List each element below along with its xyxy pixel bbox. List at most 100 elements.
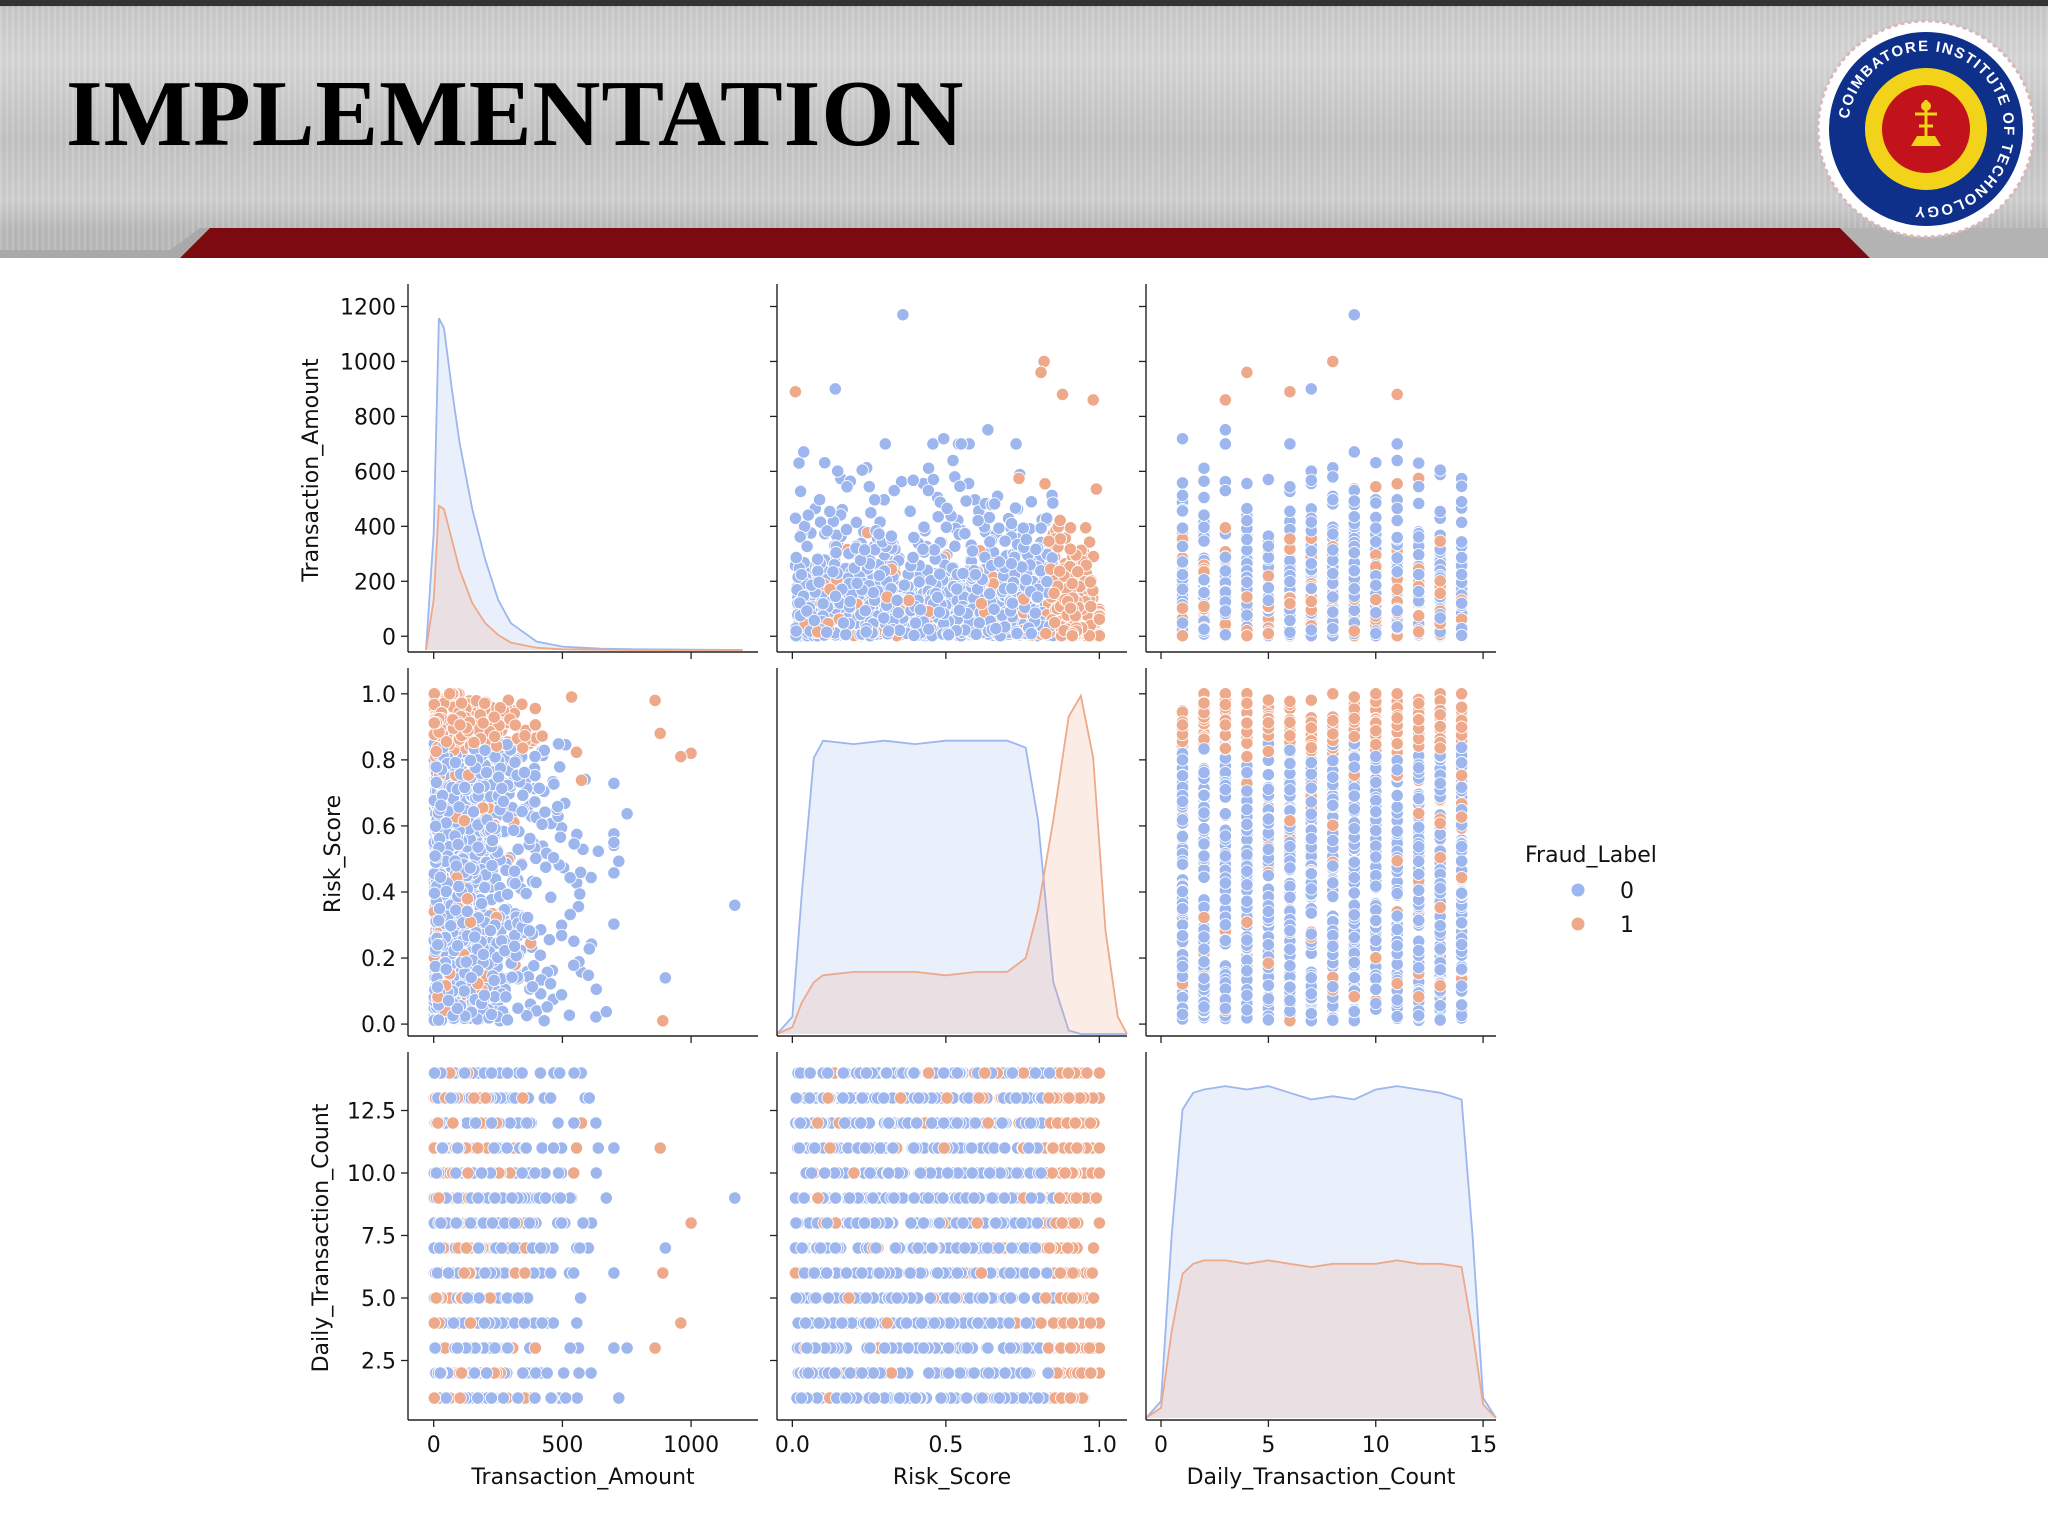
point-Risk_Score-Transaction_Amount-557 <box>584 870 598 885</box>
point-Transaction_Amount-Daily_Transaction_Count-918 <box>1347 445 1361 459</box>
point-Transaction_Amount-Risk_Score-1457 <box>800 539 814 554</box>
point-Transaction_Amount-Daily_Transaction_Count-1577 <box>1283 574 1297 589</box>
point-Transaction_Amount-Daily_Transaction_Count-1325 <box>1412 530 1426 544</box>
point-Transaction_Amount-Risk_Score-1607 <box>820 625 834 639</box>
point-Transaction_Amount-Risk_Score-1450 <box>937 432 951 446</box>
point-Risk_Score-Transaction_Amount-1464 <box>551 799 565 814</box>
point-Risk_Score-Transaction_Amount-1544 <box>507 939 522 953</box>
college-logo: COIMBATORE INSTITUTE OF TECHNOLOGY <box>1816 19 2036 239</box>
point-Transaction_Amount-Daily_Transaction_Count-302 <box>1347 308 1361 322</box>
maroon-band <box>0 228 2048 258</box>
point-Transaction_Amount-Risk_Score-620 <box>1008 501 1023 515</box>
point-Risk_Score-Transaction_Amount-1612 <box>516 788 530 802</box>
point-Risk_Score-Transaction_Amount-1409 <box>517 765 532 780</box>
point-Transaction_Amount-Risk_Score-1554 <box>972 616 986 630</box>
point-Transaction_Amount-Risk_Score-646 <box>788 511 803 525</box>
point-Transaction_Amount-Risk_Score-1452 <box>1063 542 1077 556</box>
kde-Transaction_Amount-class1-fill <box>426 505 743 650</box>
point-Risk_Score-Transaction_Amount-1548 <box>429 744 443 759</box>
point-Risk_Score-Transaction_Amount-1399 <box>532 781 546 795</box>
point-Transaction_Amount-Risk_Score-403 <box>828 382 842 396</box>
point-Transaction_Amount-Risk_Score-1451 <box>982 510 997 525</box>
point-Risk_Score-Transaction_Amount-1293 <box>564 690 579 704</box>
header-texture <box>0 0 2048 258</box>
point-Risk_Score-Transaction_Amount-497 <box>607 866 621 880</box>
point-Risk_Score-Transaction_Amount-1614 <box>535 817 549 831</box>
point-Risk_Score-Transaction_Amount-1514 <box>451 837 465 852</box>
point-Transaction_Amount-Daily_Transaction_Count-1586 <box>1283 532 1297 546</box>
point-Risk_Score-Transaction_Amount-1550 <box>433 870 448 884</box>
point-Transaction_Amount-Risk_Score-811 <box>812 493 827 507</box>
pairplot-figure: 0200400600800100012000.00.20.40.60.81.02… <box>299 284 1657 1490</box>
point-Transaction_Amount-Daily_Transaction_Count-267 <box>1369 480 1383 494</box>
point-Transaction_Amount-Risk_Score-1624 <box>1063 601 1078 615</box>
point-Risk_Score-Transaction_Amount-1602 <box>516 741 530 755</box>
point-Risk_Score-Transaction_Amount-1607 <box>430 980 445 994</box>
point-Risk_Score-Transaction_Amount-1533 <box>451 879 466 894</box>
point-Transaction_Amount-Risk_Score-410 <box>1038 477 1052 491</box>
point-Transaction_Amount-Risk_Score-1508 <box>1071 565 1085 579</box>
point-Risk_Score-Transaction_Amount-1297 <box>528 795 542 809</box>
point-Transaction_Amount-Daily_Transaction_Count-1619 <box>1390 604 1404 618</box>
point-Transaction_Amount-Daily_Transaction_Count-1187 <box>1283 480 1297 494</box>
point-Risk_Score-Transaction_Amount-1613 <box>428 849 442 863</box>
point-Transaction_Amount-Risk_Score-1413 <box>813 515 828 529</box>
point-Transaction_Amount-Daily_Transaction_Count-1610 <box>1261 626 1276 641</box>
point-Transaction_Amount-Daily_Transaction_Count-1000 <box>1218 393 1233 407</box>
point-Transaction_Amount-Risk_Score-1399 <box>1004 516 1019 531</box>
point-Transaction_Amount-Daily_Transaction_Count-1438 <box>1326 527 1340 541</box>
point-Transaction_Amount-Daily_Transaction_Count-1500 <box>1261 539 1276 553</box>
point-Transaction_Amount-Risk_Score-718 <box>1012 471 1026 486</box>
point-Risk_Score-Transaction_Amount-718 <box>574 773 589 787</box>
point-Transaction_Amount-Risk_Score-1459 <box>965 544 980 558</box>
point-Risk_Score-Transaction_Amount-885 <box>607 835 621 850</box>
point-Transaction_Amount-Daily_Transaction_Count-1593 <box>1454 550 1469 565</box>
point-Risk_Score-Transaction_Amount-1416 <box>428 959 443 974</box>
point-Risk_Score-Transaction_Amount-818 <box>620 807 634 821</box>
point-Risk_Score-Transaction_Amount-1356 <box>527 959 541 973</box>
point-Transaction_Amount-Daily_Transaction_Count-1263 <box>1390 551 1404 565</box>
point-Risk_Score-Transaction_Amount-1556 <box>454 696 469 710</box>
point-Risk_Score-Transaction_Amount-1091 <box>543 977 558 991</box>
panel-Risk_Score-vs-Risk_Score <box>776 668 1128 1043</box>
point-Transaction_Amount-Daily_Transaction_Count-1216 <box>1433 574 1447 588</box>
point-Transaction_Amount-Risk_Score-1328 <box>843 594 857 609</box>
point-Risk_Score-Transaction_Amount-1516 <box>554 928 569 943</box>
point-Risk_Score-Transaction_Amount-1425 <box>468 930 482 944</box>
point-Transaction_Amount-Risk_Score-1293 <box>1089 482 1104 496</box>
panel-Transaction_Amount-vs-Risk_Score <box>770 284 1127 659</box>
point-Risk_Score-Transaction_Amount-1019 <box>533 948 548 962</box>
point-Transaction_Amount-Risk_Score-1464 <box>987 497 1002 511</box>
point-Transaction_Amount-Daily_Transaction_Count-295 <box>1218 483 1233 498</box>
point-Risk_Score-Transaction_Amount-1625 <box>485 833 500 848</box>
point-Risk_Score-Transaction_Amount-1601 <box>544 890 558 904</box>
point-Transaction_Amount-Risk_Score-1532 <box>794 567 809 582</box>
point-Transaction_Amount-Risk_Score-1618 <box>968 567 983 582</box>
point-Transaction_Amount-Risk_Score-1012 <box>912 575 926 589</box>
point-Transaction_Amount-Risk_Score-1556 <box>1084 599 1098 614</box>
point-Risk_Score-Transaction_Amount-1299 <box>493 701 507 715</box>
point-Risk_Score-Transaction_Amount-1502 <box>495 781 509 796</box>
point-Transaction_Amount-Risk_Score-1543 <box>987 602 1001 616</box>
point-Risk_Score-Transaction_Amount-1551 <box>464 970 478 985</box>
point-Transaction_Amount-Risk_Score-841 <box>831 464 845 478</box>
point-Transaction_Amount-Daily_Transaction_Count-1609 <box>1283 613 1297 628</box>
point-Transaction_Amount-Risk_Score-1234 <box>829 546 843 560</box>
point-Transaction_Amount-Daily_Transaction_Count-1589 <box>1433 586 1447 600</box>
point-Risk_Score-Transaction_Amount-1450 <box>612 854 626 868</box>
point-Transaction_Amount-Risk_Score-1514 <box>952 603 967 617</box>
point-Transaction_Amount-Risk_Score-769 <box>792 456 806 470</box>
point-Risk_Score-Transaction_Amount-1626 <box>457 814 471 828</box>
point-Transaction_Amount-Risk_Score-1426 <box>1065 576 1079 591</box>
point-Transaction_Amount-Daily_Transaction_Count-661 <box>1218 437 1233 451</box>
point-Transaction_Amount-Risk_Score-1325 <box>793 530 807 544</box>
point-Transaction_Amount-Daily_Transaction_Count-1605 <box>1433 611 1447 625</box>
point-Transaction_Amount-Risk_Score-1468 <box>892 623 907 637</box>
point-Transaction_Amount-Daily_Transaction_Count-800 <box>1197 474 1211 488</box>
point-Transaction_Amount-Risk_Score-1235 <box>816 597 830 611</box>
point-Transaction_Amount-Daily_Transaction_Count-1602 <box>1433 534 1447 548</box>
point-Risk_Score-Transaction_Amount-541 <box>607 776 621 791</box>
point-Transaction_Amount-Daily_Transaction_Count-1409 <box>1240 532 1254 547</box>
point-Risk_Score-Transaction_Amount-1478 <box>519 886 533 901</box>
